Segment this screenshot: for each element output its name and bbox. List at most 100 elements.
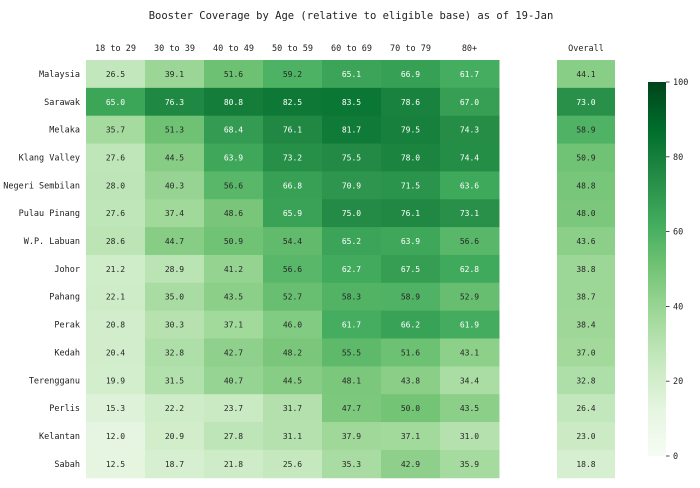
row-label: Terengganu <box>29 376 80 386</box>
cell-value-label: 35.9 <box>460 460 479 469</box>
cell-value-label: 37.1 <box>224 321 243 330</box>
cell-value-label: 50.9 <box>224 237 243 246</box>
cell-value-label: 42.9 <box>401 460 420 469</box>
colorbar-tick-label: 40 <box>673 302 683 312</box>
heatmap-cell <box>86 115 146 145</box>
overall-cells: 44.1 73.0 58.9 50.9 48.8 48.0 43.6 38.8 38.7 38.4… <box>557 60 615 479</box>
cell-value-label: 20.9 <box>165 432 184 441</box>
heatmap-cell <box>145 310 205 339</box>
heatmap-cell <box>204 338 264 367</box>
heatmap-cell <box>263 199 323 228</box>
column-label: 30 to 39 <box>154 44 195 54</box>
overall-cell <box>557 87 615 117</box>
column-labels: 18 to 29 30 to 39 40 to 49 50 to 59 60 to 69… <box>95 44 477 54</box>
cell-value-label: 20.4 <box>106 348 125 357</box>
heatmap-cell <box>145 143 205 172</box>
heatmap-cell <box>204 449 264 479</box>
heatmap-cell <box>440 199 500 228</box>
cell-value-label: 20.8 <box>106 321 125 330</box>
heatmap-cell <box>322 87 382 117</box>
cell-value-label: 18.7 <box>165 460 184 469</box>
cell-value-label: 56.6 <box>460 237 479 246</box>
heatmap-cell <box>322 254 382 284</box>
cell-value-label: 68.4 <box>224 126 243 135</box>
cell-value-label: 32.8 <box>165 348 184 357</box>
heatmap-cell <box>263 254 323 284</box>
column-label: 40 to 49 <box>213 44 254 54</box>
overall-value-label: 50.9 <box>576 153 595 162</box>
heatmap-cell <box>440 338 500 367</box>
cell-value-label: 74.4 <box>460 153 479 162</box>
heatmap-cell <box>440 60 500 89</box>
column-label: 50 to 59 <box>272 44 313 54</box>
cell-value-label: 31.1 <box>283 432 302 441</box>
cell-value-label: 65.1 <box>342 70 361 79</box>
heatmap-cell <box>263 282 323 312</box>
cell-value-label: 66.8 <box>283 181 302 190</box>
heatmap-cell <box>204 282 264 312</box>
cell-value-label: 47.7 <box>342 404 361 413</box>
overall-value-label: 26.4 <box>576 404 595 413</box>
cell-value-label: 76.1 <box>401 209 420 218</box>
cell-value-label: 23.7 <box>224 404 243 413</box>
overall-cell <box>557 171 615 200</box>
column-label: 18 to 29 <box>95 44 136 54</box>
cell-value-label: 31.0 <box>460 432 479 441</box>
heatmap-cell <box>440 227 500 256</box>
row-label: Klang Valley <box>19 153 80 163</box>
cell-value-label: 78.6 <box>401 98 420 107</box>
heatmap-cell <box>322 394 382 423</box>
overall-cell <box>557 366 615 395</box>
cell-value-label: 82.5 <box>283 98 302 107</box>
heatmap-cell <box>322 338 382 367</box>
row-label: Sarawak <box>44 98 80 108</box>
heatmap-cell <box>381 449 441 479</box>
cell-value-label: 40.3 <box>165 181 184 190</box>
cell-value-label: 80.8 <box>224 98 243 107</box>
cell-value-label: 70.9 <box>342 181 361 190</box>
heatmap-cell <box>263 143 323 172</box>
heatmap-cell <box>263 171 323 200</box>
cell-value-label: 40.7 <box>224 376 243 385</box>
row-label: Pahang <box>49 293 80 303</box>
heatmap-cell <box>322 310 382 339</box>
heatmap-cell <box>86 227 146 256</box>
heatmap-cell <box>381 338 441 367</box>
overall-value-label: 18.8 <box>576 460 595 469</box>
row-label: Kedah <box>54 348 80 358</box>
cell-value-label: 27.6 <box>106 153 125 162</box>
row-label: W.P. Labuan <box>24 237 80 247</box>
cell-value-label: 66.2 <box>401 321 420 330</box>
cell-value-label: 37.4 <box>165 209 184 218</box>
overall-value-label: 44.1 <box>576 70 595 79</box>
cell-value-label: 61.9 <box>460 321 479 330</box>
overall-value-label: 38.8 <box>576 265 595 274</box>
heatmap-cell <box>204 171 264 200</box>
cell-value-label: 21.8 <box>224 460 243 469</box>
cell-value-label: 51.6 <box>224 70 243 79</box>
heatmap-cell <box>204 310 264 339</box>
overall-value-label: 48.0 <box>576 209 595 218</box>
cell-value-label: 48.2 <box>283 348 302 357</box>
heatmap-cells: 26.5 39.1 51.6 59.2 65.1 66.9 61.7 65.0 76.3 80.8… <box>86 60 500 479</box>
cell-value-label: 56.6 <box>224 181 243 190</box>
cell-value-label: 63.9 <box>401 237 420 246</box>
cell-value-label: 15.3 <box>106 404 125 413</box>
cell-value-label: 58.3 <box>342 293 361 302</box>
cell-value-label: 43.5 <box>224 293 243 302</box>
heatmap-cell <box>381 282 441 312</box>
cell-value-label: 28.0 <box>106 181 125 190</box>
heatmap-cell <box>440 115 500 145</box>
cell-value-label: 52.9 <box>460 293 479 302</box>
cell-value-label: 31.7 <box>283 404 302 413</box>
overall-value-label: 73.0 <box>576 98 595 107</box>
cell-value-label: 61.7 <box>460 70 479 79</box>
heatmap-cell <box>145 422 205 451</box>
heatmap-cell <box>145 60 205 89</box>
cell-value-label: 63.9 <box>224 153 243 162</box>
heatmap-cell <box>86 171 146 200</box>
cell-value-label: 73.1 <box>460 209 479 218</box>
cell-value-label: 74.3 <box>460 126 479 135</box>
cell-value-label: 65.9 <box>283 209 302 218</box>
